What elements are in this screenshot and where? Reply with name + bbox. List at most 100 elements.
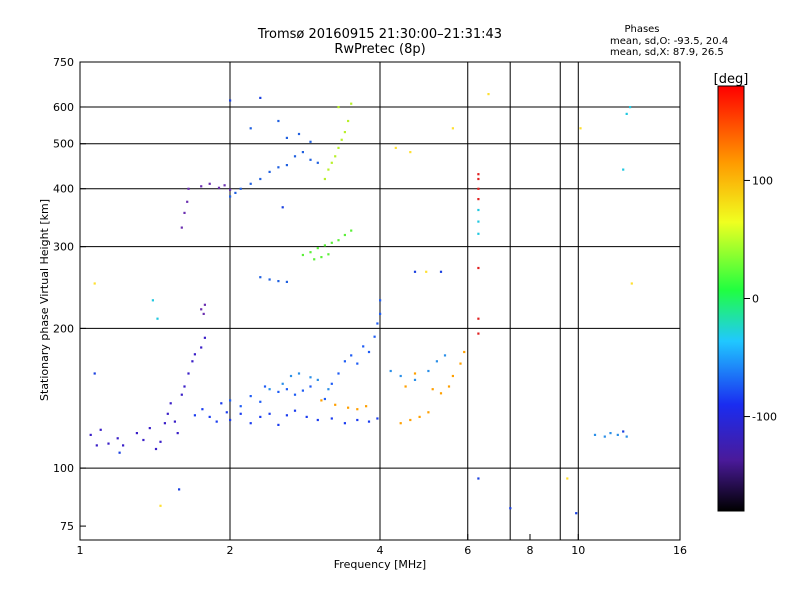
data-point: [208, 415, 211, 418]
data-point: [217, 186, 221, 189]
data-point: [289, 374, 293, 378]
data-point: [122, 444, 125, 447]
data-point: [593, 433, 597, 436]
data-point: [187, 372, 190, 375]
data-point: [367, 350, 371, 354]
data-point: [330, 241, 333, 244]
data-point: [362, 345, 365, 348]
data-point: [399, 422, 402, 425]
data-point: [268, 170, 271, 173]
data-point: [202, 312, 205, 315]
data-point: [343, 233, 346, 237]
data-point: [220, 402, 223, 405]
data-point: [89, 433, 92, 436]
data-point: [376, 322, 379, 325]
data-point: [334, 403, 337, 406]
data-point: [413, 270, 417, 273]
data-point: [394, 146, 397, 149]
data-point: [566, 477, 569, 480]
data-point: [277, 280, 280, 283]
data-point: [281, 206, 284, 209]
data-point: [215, 420, 218, 423]
data-point: [277, 423, 280, 426]
data-point: [477, 232, 480, 235]
data-point: [477, 220, 480, 223]
data-point: [234, 191, 237, 194]
data-point: [439, 392, 443, 395]
data-point: [259, 276, 262, 279]
data-point: [425, 270, 428, 273]
data-point: [409, 418, 412, 422]
phase-info-o: mean, sd,O: -93.5, 20.4: [610, 36, 728, 47]
data-point: [431, 388, 434, 391]
data-point: [309, 376, 312, 379]
y-axis-label: Stationary phase Virtual Height [km]: [38, 199, 51, 401]
data-point: [413, 378, 417, 381]
data-point: [178, 488, 181, 491]
data-points: [89, 93, 633, 515]
data-point: [285, 414, 288, 417]
chart-title: Tromsø 20160915 21:30:00–21:31:43: [257, 27, 502, 42]
x-axis-label: Frequency [MHz]: [334, 558, 426, 571]
data-point: [180, 393, 183, 396]
data-point: [350, 354, 353, 357]
data-point: [99, 428, 102, 431]
colorbar-tick-label: -100: [752, 411, 777, 424]
data-point: [116, 437, 119, 440]
data-point: [320, 399, 323, 402]
data-point: [169, 402, 172, 405]
data-point: [135, 432, 138, 435]
data-point: [316, 247, 319, 250]
data-point: [330, 417, 333, 420]
data-point: [200, 185, 203, 188]
data-point: [447, 385, 451, 388]
data-point: [323, 397, 326, 401]
data-point: [239, 405, 242, 408]
data-point: [477, 317, 480, 320]
data-point: [301, 253, 304, 257]
data-point: [163, 422, 166, 425]
data-point: [477, 208, 480, 212]
data-point: [142, 438, 145, 442]
data-point: [263, 385, 267, 388]
data-point: [297, 372, 301, 375]
data-point: [93, 282, 96, 285]
data-point: [451, 127, 454, 130]
data-point: [389, 369, 392, 373]
data-point: [223, 184, 226, 187]
x-axis-ticks: 1 2 4 6 8 10 16: [77, 534, 687, 557]
y-tick-label: 300: [53, 241, 74, 254]
y-tick-label: 400: [53, 183, 74, 196]
data-point: [151, 299, 154, 302]
data-point: [173, 420, 176, 423]
data-point: [477, 332, 480, 335]
data-point: [277, 119, 280, 123]
data-point: [208, 182, 211, 185]
data-point: [629, 106, 632, 109]
colorbar-gradient: [717, 85, 745, 512]
data-point: [347, 119, 350, 123]
data-point: [463, 350, 466, 354]
data-point: [301, 389, 304, 392]
colorbar-ticks: 100 0 -100: [744, 174, 777, 424]
data-point: [435, 360, 438, 363]
data-point: [334, 155, 337, 158]
data-point: [309, 251, 312, 254]
y-tick-label: 750: [53, 56, 74, 69]
y-tick-label: 500: [53, 138, 74, 151]
data-point: [107, 442, 110, 445]
data-point: [285, 280, 288, 283]
data-point: [200, 346, 203, 349]
data-point: [191, 360, 194, 363]
data-point: [285, 136, 288, 139]
data-point: [293, 409, 297, 412]
data-point: [229, 188, 232, 191]
data-point: [459, 362, 462, 365]
data-point: [305, 415, 308, 418]
data-point: [439, 270, 443, 273]
y-tick-label: 200: [53, 322, 74, 335]
data-point: [477, 198, 480, 201]
data-point: [93, 372, 96, 375]
data-point: [297, 132, 301, 136]
y-tick-label: 600: [53, 101, 74, 114]
